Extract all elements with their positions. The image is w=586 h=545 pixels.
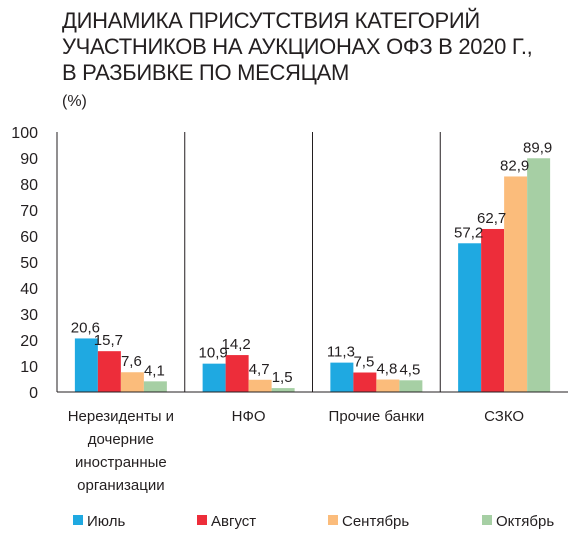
data-label: 20,6 — [71, 319, 100, 336]
bar-октябрь — [399, 380, 423, 392]
bar-июль — [458, 243, 482, 392]
bar-сентябрь — [120, 372, 144, 392]
legend-label: Октябрь — [496, 513, 554, 530]
y-tick-label: 100 — [11, 125, 38, 142]
category-label: иностранные — [75, 454, 167, 471]
bar-август — [97, 351, 121, 392]
y-tick-label: 40 — [20, 281, 38, 298]
y-tick-label: 50 — [20, 255, 38, 272]
category-label: Нерезиденты и — [68, 408, 174, 425]
legend-label: Июль — [87, 513, 125, 530]
category-label: Прочие банки — [329, 408, 425, 425]
data-label: 11,3 — [327, 344, 355, 361]
category-label: дочерние — [88, 431, 154, 448]
y-tick-label: 20 — [20, 333, 38, 350]
y-tick-label: 60 — [20, 229, 38, 246]
bar-август — [225, 355, 249, 392]
legend-label: Август — [211, 513, 256, 530]
data-label: 62,7 — [477, 210, 506, 227]
y-axis-unit: (%) — [62, 93, 87, 110]
y-tick-label: 0 — [29, 385, 38, 402]
bar-октябрь — [271, 388, 295, 392]
bar-октябрь — [143, 381, 167, 392]
data-label: 7,6 — [121, 353, 142, 370]
chart-title: ДИНАМИКА ПРИСУТСТВИЯ КАТЕГОРИЙ УЧАСТНИКО… — [62, 8, 533, 85]
data-label: 4,8 — [376, 361, 397, 378]
data-label: 4,7 — [249, 361, 270, 378]
bar-август — [481, 228, 505, 392]
data-label: 1,5 — [272, 369, 293, 386]
data-label: 7,5 — [353, 354, 374, 371]
category-label: НФО — [232, 408, 266, 425]
data-label: 4,1 — [144, 362, 165, 379]
category-label: СЗКО — [484, 408, 524, 425]
bar-октябрь — [527, 158, 551, 392]
y-tick-label: 70 — [20, 203, 38, 220]
legend-swatch-октябрь — [482, 515, 492, 525]
y-tick-label: 30 — [20, 307, 38, 324]
bar-сентябрь — [504, 176, 528, 392]
legend-swatch-июль — [73, 515, 83, 525]
data-label: 14,2 — [222, 336, 251, 353]
data-label: 15,7 — [94, 332, 123, 349]
bar-июль — [330, 362, 354, 392]
data-label: 89,9 — [523, 139, 552, 156]
category-label: организации — [77, 477, 164, 494]
bar-сентябрь — [376, 379, 400, 392]
y-tick-label: 90 — [20, 151, 38, 168]
legend-label: Сентябрь — [342, 513, 409, 530]
data-label: 82,9 — [500, 157, 529, 174]
legend-swatch-август — [197, 515, 207, 525]
bar-июль — [202, 363, 226, 392]
bar-июль — [74, 338, 98, 392]
data-label: 57,2 — [454, 224, 483, 241]
y-tick-label: 10 — [20, 359, 38, 376]
bar-август — [353, 372, 377, 392]
legend-swatch-сентябрь — [328, 515, 338, 525]
data-label: 10,9 — [199, 345, 228, 362]
data-label: 4,5 — [399, 361, 420, 378]
y-tick-label: 80 — [20, 177, 38, 194]
bar-сентябрь — [248, 379, 272, 392]
